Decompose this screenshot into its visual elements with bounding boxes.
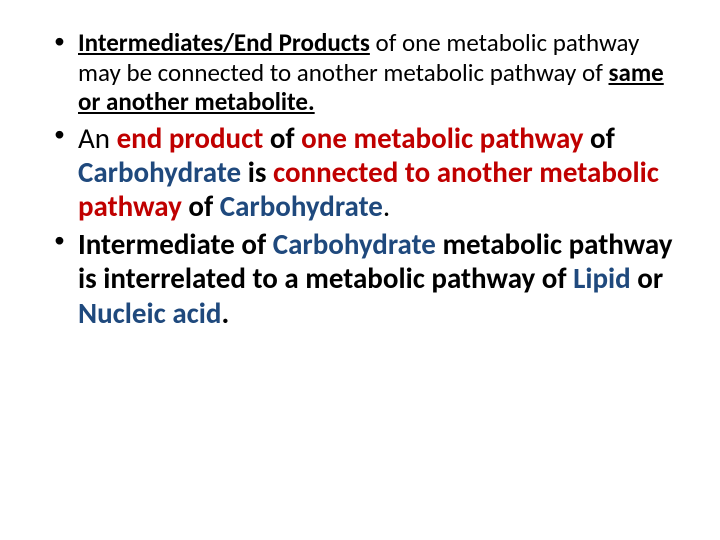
text-segment: Carbohydrate <box>78 154 241 190</box>
text-segment: Lipid <box>573 260 631 296</box>
text-segment: or <box>631 260 663 296</box>
text-segment: is interrelated to a metabolic pathway o… <box>78 260 573 296</box>
bullet-item-2: Intermediate of Carbohydrate metabolic p… <box>50 227 680 330</box>
text-segment: is <box>241 154 273 190</box>
text-segment: Carbohydrate <box>220 188 383 224</box>
bullet-item-0: Intermediates/End Products of one metabo… <box>50 28 680 117</box>
text-segment: Intermediates/End Products <box>78 27 370 58</box>
text-segment: of <box>182 188 220 224</box>
text-segment: end product <box>117 120 264 156</box>
bullet-item-1: An end product of one metabolic pathway … <box>50 121 680 224</box>
text-segment: . <box>383 188 390 224</box>
bullet-list: Intermediates/End Products of one metabo… <box>50 28 680 330</box>
text-segment: Intermediate of <box>78 226 273 262</box>
text-segment: Carbohydrate <box>273 226 436 262</box>
text-segment: one metabolic pathway <box>301 120 583 156</box>
text-segment: Nucleic acid <box>78 295 221 331</box>
text-segment: of <box>263 120 301 156</box>
text-segment: of <box>583 120 614 156</box>
text-segment: . <box>221 295 229 331</box>
text-segment: metabolic pathway <box>436 226 673 262</box>
text-segment: An <box>78 120 117 156</box>
